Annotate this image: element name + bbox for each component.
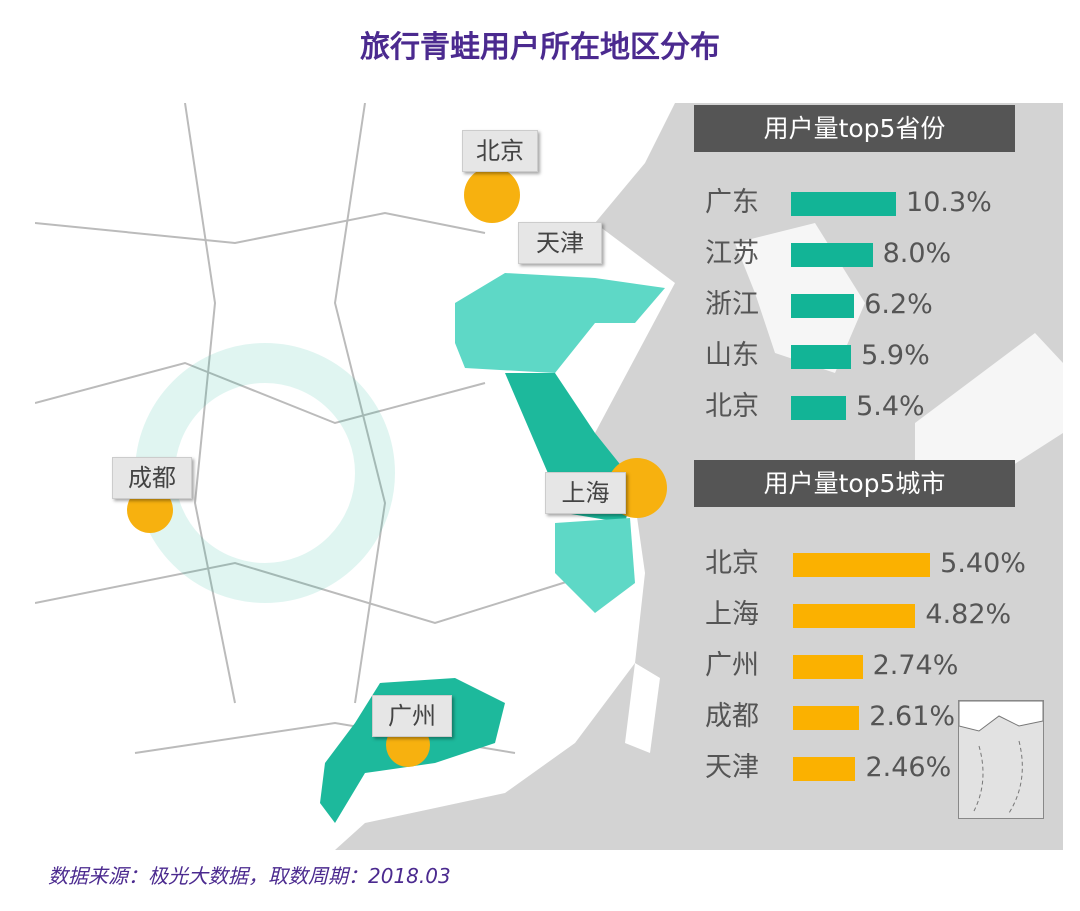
province-value-label: 10.3% <box>906 187 992 218</box>
province-value-label: 6.2% <box>864 289 933 320</box>
city-bar <box>793 706 860 730</box>
province-label: 浙江 <box>705 289 759 320</box>
map-label-shanghai: 上海 <box>545 472 626 514</box>
city-value-label: 5.40% <box>940 548 1026 579</box>
city-row: 广州 2.74% <box>705 646 1065 686</box>
city-label: 成都 <box>705 701 759 732</box>
city-label: 广州 <box>705 650 759 681</box>
province-bar <box>791 192 897 216</box>
city-label: 上海 <box>705 599 759 630</box>
province-row: 北京 5.4% <box>705 387 1065 427</box>
city-chart-title: 用户量top5城市 <box>694 460 1015 507</box>
city-label: 北京 <box>705 548 759 579</box>
city-value-label: 2.74% <box>872 650 959 681</box>
city-row: 上海 4.82% <box>705 595 1065 635</box>
data-source-note: 数据来源：极光大数据，取数周期：2018.03 <box>48 864 451 888</box>
province-label: 广东 <box>705 187 759 218</box>
south-china-sea-inset-map <box>958 700 1044 819</box>
city-bar <box>793 604 916 628</box>
map-label-chengdu: 成都 <box>112 457 192 499</box>
province-label: 山东 <box>705 340 759 371</box>
province-value-label: 5.4% <box>856 391 925 422</box>
city-row: 天津 2.46% <box>705 748 1065 788</box>
province-row: 浙江 6.2% <box>705 285 1065 325</box>
province-bar <box>791 396 847 420</box>
city-value-label: 2.46% <box>865 752 952 783</box>
province-value-label: 5.9% <box>861 340 930 371</box>
province-bar <box>791 243 873 267</box>
city-row: 北京 5.40% <box>705 544 1065 584</box>
beijing-marker <box>464 167 520 223</box>
province-row: 江苏 8.0% <box>705 234 1065 274</box>
city-value-label: 2.61% <box>869 701 956 732</box>
province-bar <box>791 345 852 369</box>
province-row: 广东 10.3% <box>705 183 1065 223</box>
province-value-label: 8.0% <box>882 238 952 269</box>
province-chart-title: 用户量top5省份 <box>694 105 1015 152</box>
province-label: 江苏 <box>705 238 759 269</box>
province-row: 山东 5.9% <box>705 336 1065 376</box>
city-bar <box>793 655 863 679</box>
city-bar <box>793 553 931 577</box>
city-row: 成都 2.61% <box>705 697 1065 737</box>
taiwan <box>625 663 660 753</box>
city-value-label: 4.82% <box>925 599 1012 630</box>
province-bar <box>791 294 855 318</box>
map-label-guangzhou: 广州 <box>372 695 452 737</box>
shandong-region <box>455 273 665 373</box>
map-label-tianjin: 天津 <box>518 222 602 264</box>
province-label: 北京 <box>705 391 759 422</box>
city-label: 天津 <box>705 752 759 783</box>
chart-title: 旅行青蛙用户所在地区分布 <box>360 30 720 65</box>
map-label-beijing: 北京 <box>462 130 538 172</box>
city-bar <box>793 757 856 781</box>
zhejiang-region <box>555 518 635 613</box>
